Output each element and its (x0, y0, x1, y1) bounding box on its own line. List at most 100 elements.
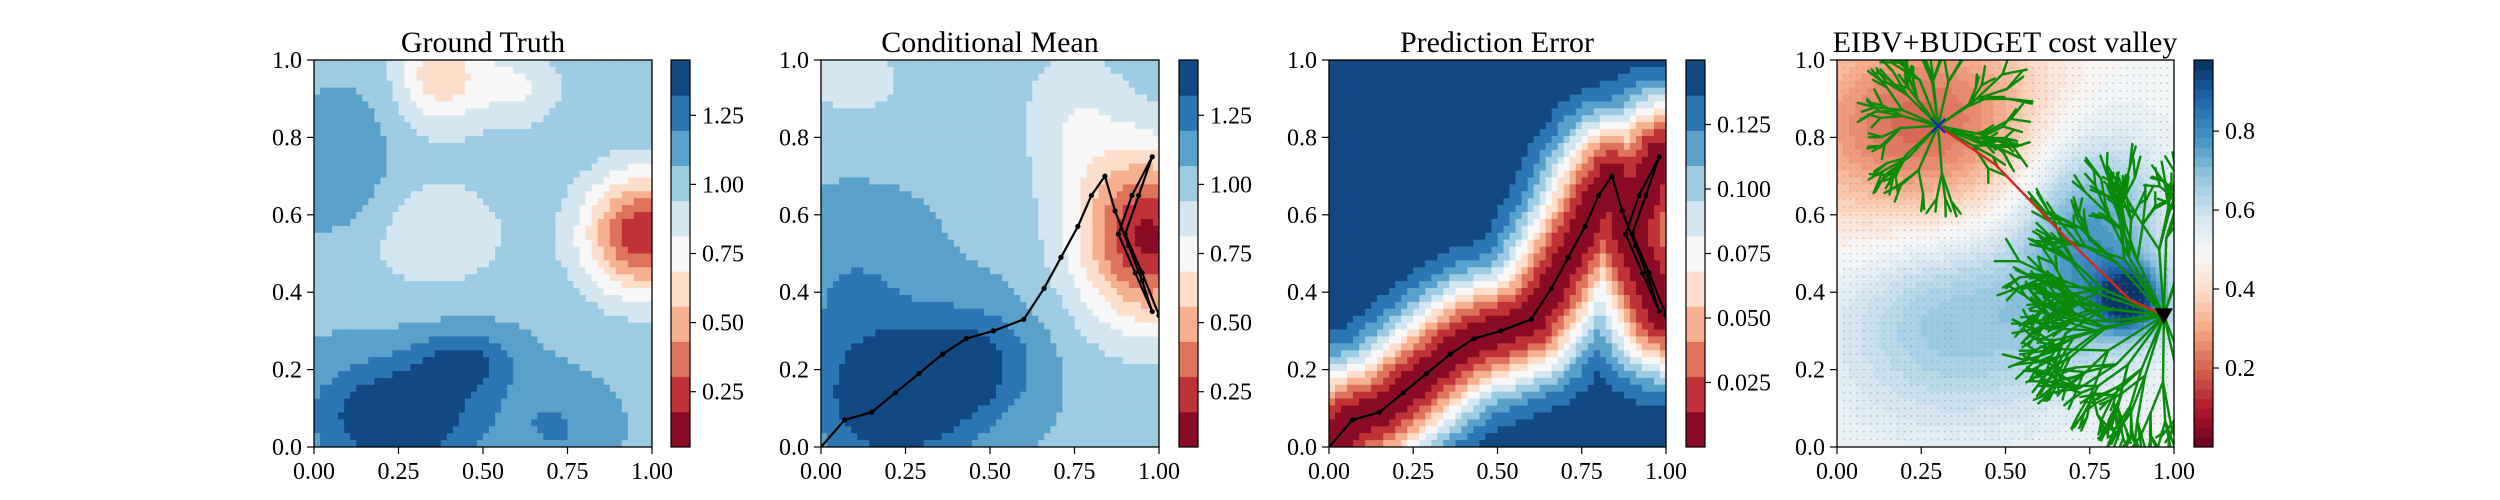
path-waypoint (1112, 208, 1118, 214)
tree-edge (2041, 282, 2070, 293)
colorbar-level (1686, 306, 1705, 342)
sample-dot (2166, 384, 2169, 386)
tree-edge (2156, 446, 2159, 447)
sample-dot (2139, 97, 2142, 100)
sample-dot (1876, 438, 1879, 441)
sample-dot (1849, 392, 1852, 394)
sample-dot (2031, 438, 2034, 441)
tree-edge (2071, 312, 2108, 329)
sample-dot (2112, 152, 2115, 154)
panel-cost-valley: EIBV+BUDGET cost valley 0.00 0.25 0.50 0.75… (1795, 26, 2255, 485)
sample-dot (1977, 128, 1980, 131)
sample-dot (2018, 121, 2020, 123)
sample-dot (1896, 291, 1899, 294)
sample-dot (2092, 206, 2094, 208)
sample-dot (1849, 268, 1852, 270)
sample-dot (1930, 283, 1933, 286)
sample-dot (1842, 368, 1845, 371)
sample-dot (2004, 330, 2007, 332)
sample-dot (1883, 337, 1885, 340)
sample-dot (2092, 229, 2094, 232)
sample-dot (1964, 121, 1966, 123)
sample-dot (1903, 152, 1906, 154)
sample-dot (1849, 322, 1852, 324)
sample-dot (2112, 167, 2115, 170)
sample-dot (2105, 438, 2108, 441)
sample-dot (1923, 430, 1926, 433)
colorbar-level (671, 411, 690, 448)
sample-dot (1883, 407, 1885, 410)
sample-dot (2045, 438, 2047, 441)
sample-dot (1977, 167, 1980, 170)
sample-dot (1849, 175, 1852, 177)
sample-dot (1869, 74, 1872, 77)
sample-dot (1923, 221, 1926, 224)
sample-dot (1863, 353, 1865, 355)
sample-dot (1863, 244, 1865, 247)
sample-dot (1991, 368, 1993, 371)
sample-dot (1991, 175, 1993, 177)
tree-edge (2004, 276, 2022, 290)
sample-dot (2126, 384, 2128, 386)
sample-dot (2065, 198, 2067, 201)
sample-dot (1991, 190, 1993, 193)
sample-dot (1964, 113, 1966, 115)
sample-dot (1876, 314, 1879, 317)
sample-dot (1903, 415, 1906, 417)
sample-dot (1869, 175, 1872, 177)
sample-dot (1937, 90, 1939, 92)
sample-dot (1923, 175, 1926, 177)
sample-dot (1917, 353, 1919, 355)
tree-edge (2144, 185, 2155, 203)
sample-dot (1903, 260, 1906, 263)
sample-dot (2078, 105, 2081, 108)
sample-dot (2024, 268, 2027, 270)
sample-dot (2058, 268, 2061, 270)
tree-edge (2027, 368, 2046, 373)
sample-dot (2119, 152, 2121, 154)
sample-dot (2058, 74, 2061, 77)
colorbar-level (2194, 176, 2213, 187)
tree-edge (2106, 314, 2166, 352)
sample-dot (2024, 97, 2027, 100)
tree-edge (2090, 349, 2110, 393)
sample-dot (2078, 144, 2081, 146)
sample-dot (2099, 113, 2101, 115)
sample-dot (1984, 268, 1987, 270)
sample-dot (2011, 268, 2014, 270)
y-tick-label: 0.8 (779, 125, 809, 151)
sample-dot (1957, 322, 1960, 324)
sample-dot (2132, 90, 2135, 92)
path-waypoint (1122, 231, 1128, 237)
tree-edge (2009, 117, 2032, 124)
sample-dot (1910, 198, 1912, 201)
sample-dot (2078, 353, 2081, 355)
sample-dot (2126, 113, 2128, 115)
sample-dot (1950, 144, 1953, 146)
tree-edge (1991, 155, 2007, 166)
tree-edge (1860, 106, 1877, 113)
tree-edge (2114, 203, 2127, 225)
sample-dot (1903, 322, 1906, 324)
sample-dot (1944, 353, 1946, 355)
sample-dot (2018, 345, 2020, 348)
sample-dot (1923, 392, 1926, 394)
tree-edge (2106, 197, 2118, 207)
tree-edge (2207, 450, 2216, 470)
colorbar-level (2194, 253, 2213, 264)
sample-dot (2051, 422, 2054, 425)
sample-dot (1869, 415, 1872, 417)
sample-dot (1903, 244, 1906, 247)
sample-dot (1971, 229, 1973, 232)
sample-dot (1984, 430, 1987, 433)
colorbar-level (671, 165, 690, 202)
sample-dot (1917, 376, 1919, 379)
y-tick-label: 0.6 (1287, 203, 1317, 229)
sample-dot (1944, 299, 1946, 301)
sample-dot (2051, 113, 2054, 115)
tree-edge (2069, 309, 2090, 318)
tree-edge (2088, 238, 2119, 265)
sample-dot (2078, 438, 2081, 441)
sample-dot (2139, 353, 2142, 355)
sample-dot (2126, 306, 2128, 309)
